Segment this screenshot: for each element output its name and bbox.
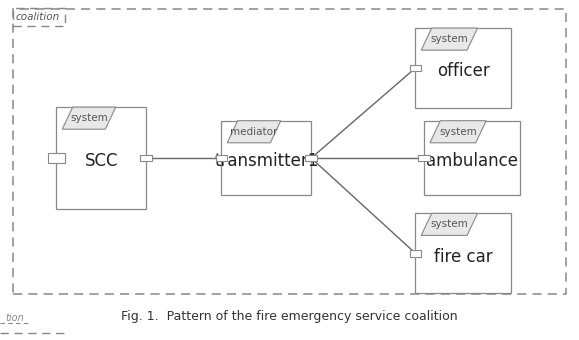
Text: tion: tion [6,313,24,323]
Bar [306,155,317,162]
Text: officer: officer [437,63,490,80]
Bar [48,153,64,163]
Bar [410,65,421,71]
Text: system: system [431,219,468,230]
Text: transmitter1: transmitter1 [214,153,318,170]
Polygon shape [227,121,281,143]
Text: system: system [70,113,108,123]
Polygon shape [422,214,478,235]
Bar [416,214,511,293]
Polygon shape [430,121,486,143]
Text: Fig. 1.  Pattern of the fire emergency service coalition: Fig. 1. Pattern of the fire emergency se… [121,310,458,323]
Bar [419,155,430,162]
Bar [416,28,511,108]
Bar [13,8,566,294]
Bar [13,8,65,26]
Bar [424,121,519,196]
Polygon shape [62,107,116,129]
Bar [221,121,312,196]
Polygon shape [422,28,478,50]
Bar [141,155,152,162]
Text: fire car: fire car [434,248,493,266]
Text: SCC: SCC [85,153,118,170]
Bar [56,107,146,209]
Bar [410,250,421,257]
Bar [216,155,227,162]
Text: coalition: coalition [15,12,59,22]
Text: ambulance: ambulance [426,153,518,170]
Text: system: system [439,127,477,137]
Text: mediator: mediator [230,127,278,137]
Text: system: system [431,34,468,44]
